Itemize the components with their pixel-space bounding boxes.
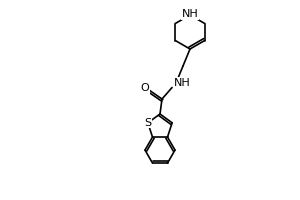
Text: O: O	[141, 83, 149, 93]
Text: NH: NH	[174, 78, 190, 88]
Text: S: S	[144, 118, 152, 128]
Text: NH: NH	[182, 9, 198, 19]
